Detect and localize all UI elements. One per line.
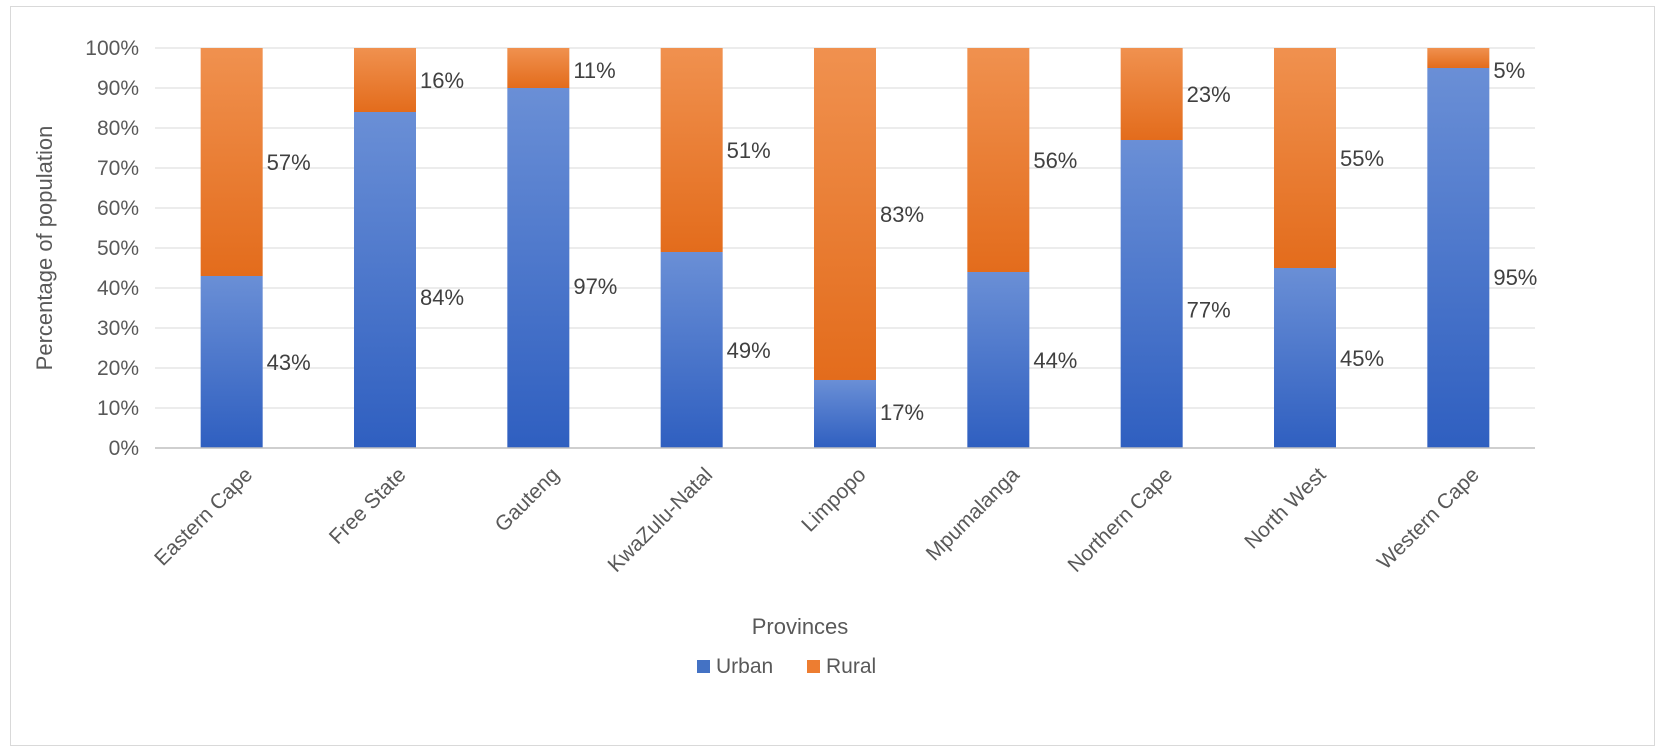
x-tick-label: Free State: [325, 463, 411, 549]
x-tick-label: Western Cape: [1373, 463, 1484, 574]
data-label: 97%: [573, 274, 617, 299]
y-tick-label: 0%: [109, 437, 139, 460]
data-label: 44%: [1033, 348, 1077, 373]
legend-label-urban: Urban: [716, 655, 773, 678]
bar-rural-free-state: [354, 48, 416, 112]
legend-label-rural: Rural: [826, 655, 876, 678]
bar-rural-limpopo: [814, 48, 876, 380]
legend-swatch-urban: [697, 660, 710, 673]
bar-rural-north-west: [1274, 48, 1336, 268]
x-tick-label: Northern Cape: [1064, 463, 1178, 577]
x-axis-title: Provinces: [752, 614, 849, 639]
legend: Urban Rural: [697, 655, 876, 678]
y-tick-label: 70%: [97, 157, 139, 180]
data-label: 49%: [727, 338, 771, 363]
x-tick-label: North West: [1240, 463, 1330, 553]
bar-rural-mpumalanga: [967, 48, 1030, 272]
bar-urban-gauteng: [507, 88, 570, 448]
bar-rural-eastern-cape: [200, 48, 263, 276]
x-tick-label: Eastern Cape: [150, 463, 257, 570]
y-tick-label: 40%: [97, 277, 139, 300]
bar-rural-kwazulu-natal: [660, 48, 723, 252]
data-label: 16%: [420, 68, 464, 93]
bar-urban-limpopo: [814, 380, 876, 448]
data-label: 77%: [1187, 297, 1231, 322]
x-tick-label: Gauteng: [491, 463, 564, 536]
data-label: 11%: [573, 58, 615, 83]
y-axis-title: Percentage of population: [32, 126, 57, 371]
x-tick-label: Limpopo: [797, 463, 870, 536]
bar-urban-free-state: [354, 112, 416, 448]
data-label: 43%: [267, 350, 311, 375]
bar-rural-western-cape: [1427, 48, 1490, 68]
data-labels: 43% 57% 84% 16% 97% 11% 49% 51% 17% 83% 44% 56% 77% 2…: [267, 58, 1538, 425]
bars: [200, 48, 1490, 448]
x-axis-ticks: Eastern Cape Free State Gauteng KwaZulu-Nat…: [150, 463, 1484, 577]
data-label: 51%: [727, 138, 771, 163]
data-label: 17%: [880, 400, 924, 425]
y-tick-label: 80%: [97, 117, 139, 140]
x-tick-label: KwaZulu-Natal: [604, 463, 718, 577]
y-tick-label: 10%: [97, 397, 139, 420]
bar-urban-eastern-cape: [200, 276, 263, 448]
data-label: 23%: [1187, 82, 1231, 107]
data-label: 55%: [1340, 146, 1384, 171]
y-tick-label: 100%: [85, 37, 139, 60]
bar-urban-kwazulu-natal: [660, 252, 723, 448]
y-tick-label: 60%: [97, 197, 139, 220]
bar-urban-northern-cape: [1120, 140, 1183, 448]
data-label: 95%: [1493, 265, 1537, 290]
x-tick-label: Mpumalanga: [922, 463, 1024, 565]
data-label: 56%: [1033, 148, 1077, 173]
y-tick-label: 50%: [97, 237, 139, 260]
y-axis-ticks: 0% 10% 20% 30% 40% 50% 60% 70% 80% 90% 100%: [85, 37, 139, 460]
bar-rural-gauteng: [507, 48, 570, 88]
legend-swatch-rural: [807, 660, 820, 673]
bar-urban-mpumalanga: [967, 272, 1030, 448]
y-tick-label: 90%: [97, 77, 139, 100]
data-label: 45%: [1340, 346, 1384, 371]
bar-rural-northern-cape: [1120, 48, 1183, 140]
bar-urban-western-cape: [1427, 68, 1490, 448]
bar-urban-north-west: [1274, 268, 1336, 448]
data-label: 57%: [267, 150, 311, 175]
y-tick-label: 30%: [97, 317, 139, 340]
y-tick-label: 20%: [97, 357, 139, 380]
data-label: 5%: [1493, 58, 1525, 83]
data-label: 83%: [880, 202, 924, 227]
data-label: 84%: [420, 285, 464, 310]
